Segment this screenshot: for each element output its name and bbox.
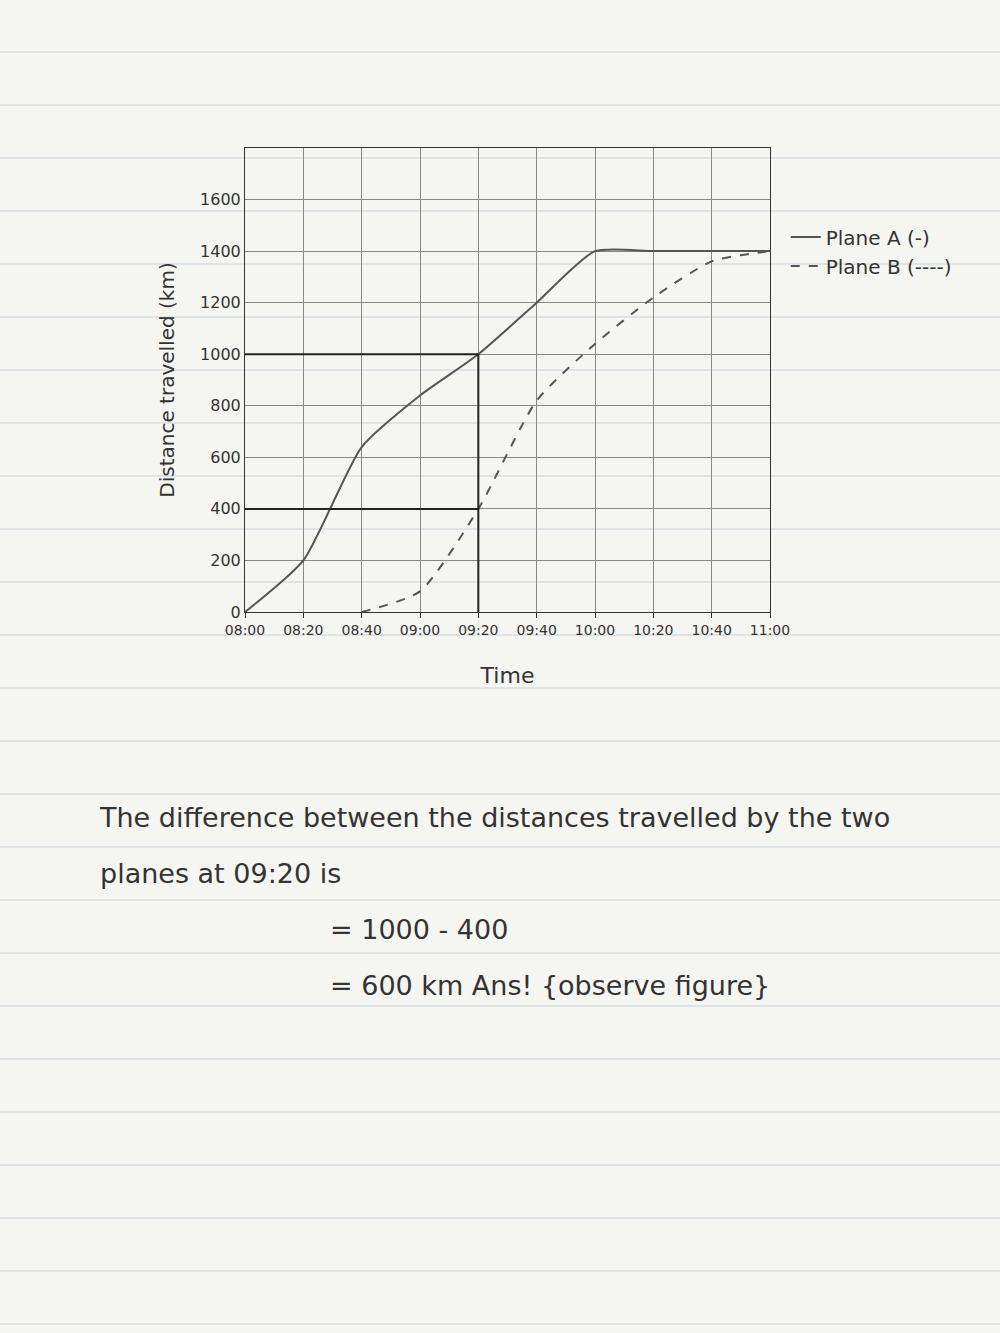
svg-text:Plane A (-): Plane A (-): [826, 226, 930, 250]
svg-text:10:40: 10:40: [691, 622, 731, 638]
svg-text:10:20: 10:20: [633, 622, 673, 638]
svg-text:08:40: 08:40: [341, 622, 381, 638]
svg-text:Distance travelled (km): Distance travelled (km): [155, 262, 179, 497]
svg-text:10:00: 10:00: [575, 622, 615, 638]
svg-text:09:00: 09:00: [400, 622, 440, 638]
svg-text:08:20: 08:20: [283, 622, 323, 638]
svg-text:09:40: 09:40: [516, 622, 556, 638]
svg-text:400: 400: [210, 499, 241, 518]
svg-text:1400: 1400: [200, 242, 241, 261]
svg-text:800: 800: [210, 396, 241, 415]
svg-text:1600: 1600: [200, 190, 241, 209]
svg-text:08:00: 08:00: [225, 622, 265, 638]
html-text:= 1000 - 400: = 1000 - 400: [330, 914, 509, 945]
html-text:The difference between the dis: The difference between the distances tra…: [100, 802, 891, 889]
svg-text:200: 200: [210, 551, 241, 570]
html-text:= 600 km Ans! {observe figure}: = 600 km Ans! {observe figure}: [330, 970, 771, 1001]
svg-text:1200: 1200: [200, 293, 241, 312]
svg-text:Plane B (----): Plane B (----): [826, 255, 952, 279]
svg-text:0: 0: [231, 603, 241, 622]
svg-text:600: 600: [210, 448, 241, 467]
svg-text:1000: 1000: [200, 345, 241, 364]
svg-text:11:00: 11:00: [750, 622, 790, 638]
svg-text:09:20: 09:20: [458, 622, 498, 638]
svg-text:Time: Time: [480, 663, 535, 688]
